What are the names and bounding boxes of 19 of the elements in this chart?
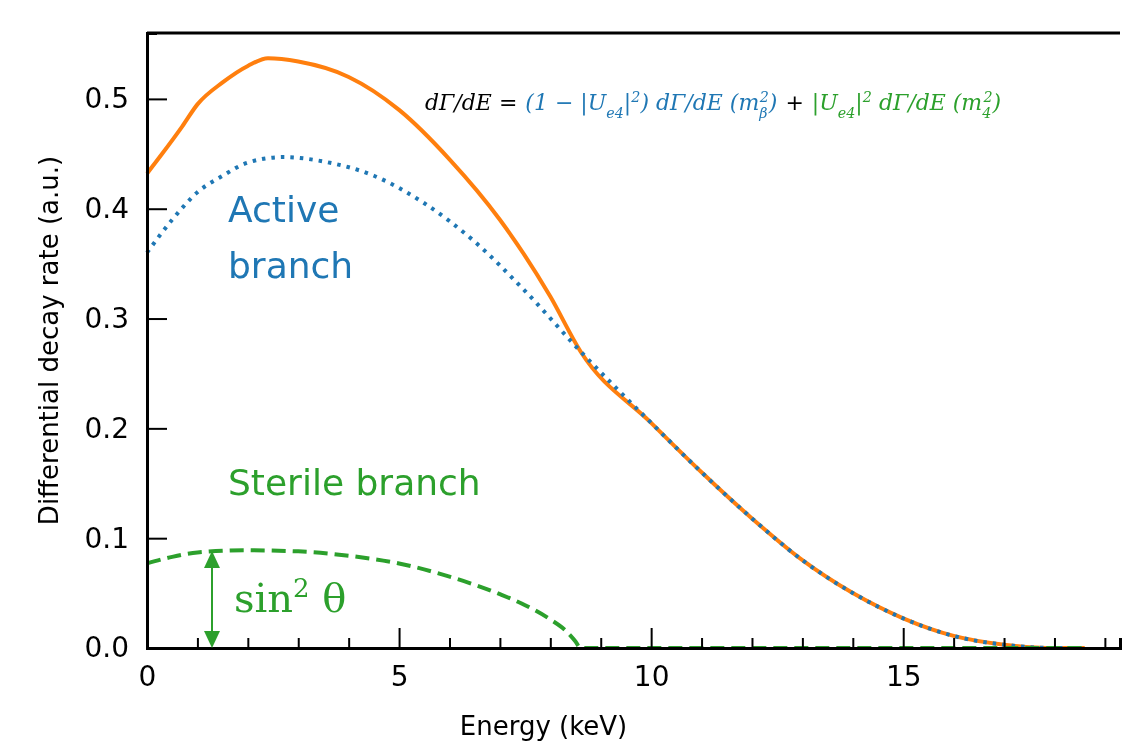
y-tick-label: 0.2 [84, 411, 129, 445]
y-tick-label: 0.0 [84, 631, 129, 665]
annotation: Sterile branch [228, 462, 481, 503]
y-axis-title: Differential decay rate (a.u.) [34, 155, 64, 526]
x-tick-label: 10 [633, 659, 670, 693]
x-tick-label: 15 [885, 659, 922, 693]
annotation: dΓ/dE = [425, 90, 518, 115]
annotation: sin$^{2}$ θ [234, 573, 347, 621]
annotation: Active branch [228, 189, 354, 286]
annotation: (1 − |U$_{e4}$|$^{2}$) dΓ/dE (m$_{β}$$^{2}$) [525, 89, 778, 121]
y-tick-label: 0.1 [84, 521, 129, 555]
y-tick-label: 0.5 [84, 82, 129, 116]
y-tick-label: 0.3 [84, 302, 129, 335]
annotation: |U$_{e4}$|$^{2}$ dΓ/dE (m$_{4}$$^{2}$) [811, 89, 1002, 121]
x-tick-label: 5 [390, 659, 409, 693]
annotation: + [785, 90, 804, 115]
y-tick-label: 0.4 [84, 192, 129, 226]
x-tick-label: 0 [138, 659, 157, 693]
x-axis-title: Energy (keV) [459, 711, 628, 741]
